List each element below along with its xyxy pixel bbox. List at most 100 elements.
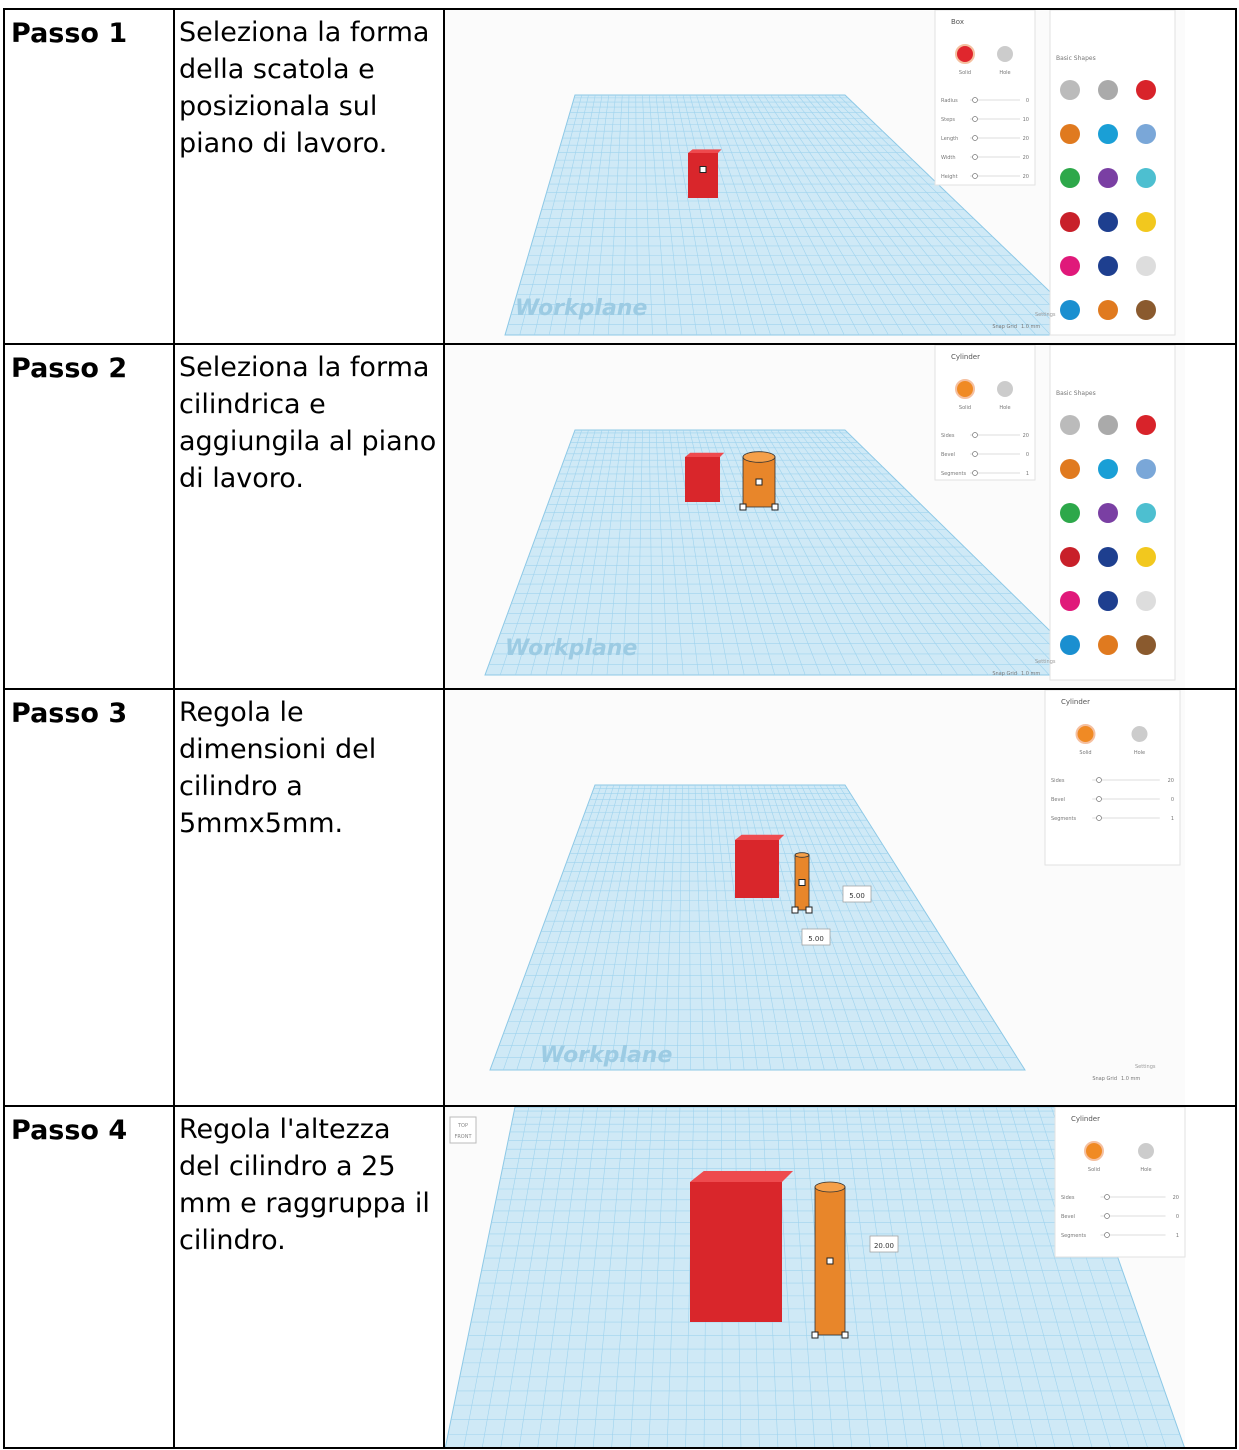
library-shape <box>1060 459 1080 479</box>
grid-line <box>736 94 860 336</box>
grid-line <box>543 784 621 1071</box>
properties-panel <box>1044 690 1181 866</box>
param-value: 1 <box>1176 1233 1179 1239</box>
grid-line <box>744 784 812 1071</box>
library-shape <box>1060 80 1080 100</box>
param-name: Segments <box>941 471 967 477</box>
library-shape <box>1060 300 1080 320</box>
library-shape <box>1098 415 1118 435</box>
library-shape <box>1136 547 1156 567</box>
grid-line <box>530 429 596 676</box>
grid-line <box>578 94 610 336</box>
grid-line <box>537 1107 585 1447</box>
solid-swatch <box>955 44 975 64</box>
grid-line <box>770 429 928 676</box>
param-value: 20 <box>1023 433 1029 439</box>
library-shape <box>1098 124 1118 144</box>
grid-line <box>719 784 758 1071</box>
param-name: Bevel <box>1051 797 1065 803</box>
grid-line <box>831 94 1066 336</box>
screenshot: Workplane 5.00 5.00 Cylinder Solid Hole Sides 2… <box>445 690 1185 1105</box>
settings-label: Settings <box>1135 1064 1156 1070</box>
param-knob <box>972 116 978 122</box>
grid-line <box>769 784 865 1071</box>
grid-line <box>811 429 1019 676</box>
param-name: Sides <box>1061 1195 1075 1201</box>
panel-title: Cylinder <box>1071 1115 1100 1123</box>
grid-line <box>782 784 892 1071</box>
grid-line <box>569 784 633 1071</box>
param-value: 20 <box>1023 155 1029 161</box>
library-shape <box>1136 503 1156 523</box>
step-image: 20.00 TOP FRONT Cylinder Solid Hole Sides 20 Bev… <box>443 1105 1237 1449</box>
handle <box>791 906 799 914</box>
grid-line <box>824 429 1050 676</box>
cylinder-top <box>742 451 776 463</box>
grid-line <box>685 1107 695 1447</box>
grid-line <box>729 94 845 336</box>
param-name: Segments <box>1061 1233 1087 1239</box>
solid-swatch <box>1084 1141 1104 1161</box>
hole-swatch <box>1138 1143 1154 1159</box>
library-shape <box>1060 168 1080 188</box>
grid-line <box>596 784 646 1071</box>
grid-line <box>838 94 1081 336</box>
properties-panel <box>934 10 1036 186</box>
param-name: Height <box>941 174 958 180</box>
grid-line <box>636 784 665 1071</box>
grid-line <box>655 94 683 336</box>
grid-line <box>790 94 978 336</box>
grid-line <box>545 429 603 676</box>
handle <box>755 478 763 486</box>
grid-line <box>669 94 712 336</box>
screenshot: 20.00 TOP FRONT Cylinder Solid Hole Sides 20 Bev… <box>445 1107 1186 1447</box>
solid-label: Solid <box>1088 1167 1100 1173</box>
library-label: Basic Shapes <box>1056 55 1096 62</box>
grid-line <box>611 1107 640 1447</box>
grid-line <box>709 429 791 676</box>
snap-grid-value: 1.0 mm <box>1021 324 1040 330</box>
param-value: 10 <box>1023 117 1029 123</box>
grid-line <box>709 94 801 336</box>
grid-line <box>817 94 1037 336</box>
grid-line <box>648 429 654 676</box>
grid-line <box>576 429 616 676</box>
dimension-label: 5.00 <box>849 892 865 900</box>
grid-line <box>650 784 671 1071</box>
param-name: Sides <box>1051 778 1065 784</box>
library-shape <box>1098 80 1118 100</box>
library-shape <box>1060 591 1080 611</box>
handle <box>771 503 779 511</box>
param-knob <box>972 97 978 103</box>
grid-line <box>794 784 919 1071</box>
grid-line <box>750 94 889 336</box>
grid-line <box>723 94 830 336</box>
grid-line <box>789 1107 816 1447</box>
grid-line <box>655 429 669 676</box>
handle <box>811 1331 819 1339</box>
workplane <box>489 784 1026 1071</box>
hole-swatch <box>997 46 1013 62</box>
grid-line <box>777 429 943 676</box>
grid-line <box>784 94 963 336</box>
grid-line <box>534 94 589 336</box>
handle <box>826 1257 834 1265</box>
grid-line <box>940 1107 1019 1447</box>
grid-line <box>763 94 919 336</box>
steps-table: Passo 1 Seleziona la forma della scatola … <box>3 8 1237 1449</box>
grid-line <box>635 94 639 336</box>
grid-line <box>676 784 683 1071</box>
param-value: 20 <box>1023 136 1029 142</box>
grid-line <box>763 429 913 676</box>
step-label: Passo 3 <box>3 688 175 1107</box>
solid-swatch <box>955 379 975 399</box>
library-shape <box>1136 415 1156 435</box>
grid-line <box>560 429 610 676</box>
grid-line <box>682 94 742 336</box>
param-value: 20 <box>1173 1195 1179 1201</box>
grid-line <box>675 94 727 336</box>
grid-line <box>838 429 1080 676</box>
handle <box>699 166 707 173</box>
library-shape <box>1136 168 1156 188</box>
settings-label: Settings <box>1035 659 1056 665</box>
